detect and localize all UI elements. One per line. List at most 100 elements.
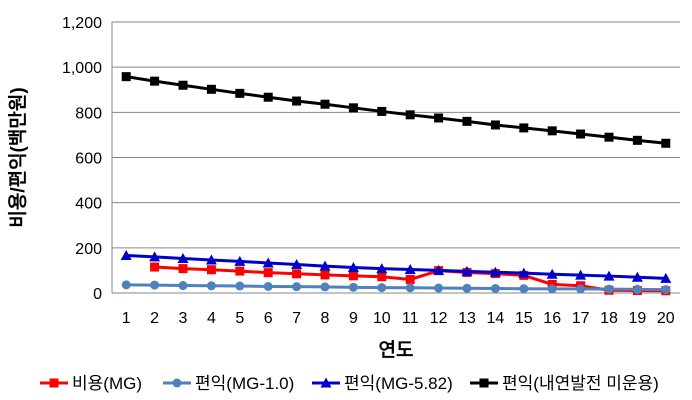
data-point xyxy=(263,281,273,291)
y-axis-title: 비용/편익(백만원) xyxy=(7,87,29,227)
x-tick-label: 4 xyxy=(207,310,216,327)
data-point xyxy=(49,378,59,388)
data-point xyxy=(433,264,445,275)
data-point xyxy=(575,269,587,280)
x-tick-label: 14 xyxy=(487,310,505,327)
data-point xyxy=(319,260,331,271)
x-tick-label: 17 xyxy=(572,310,590,327)
data-point xyxy=(661,138,671,148)
data-point xyxy=(178,264,188,274)
data-point xyxy=(291,259,303,270)
data-point xyxy=(235,281,245,291)
series-line xyxy=(126,254,666,280)
data-point xyxy=(631,271,643,282)
data-point xyxy=(547,126,557,136)
data-point xyxy=(235,266,245,276)
data-point xyxy=(462,283,472,293)
gridlines xyxy=(112,21,680,249)
x-tick-label: 2 xyxy=(150,310,159,327)
data-point xyxy=(490,283,500,293)
data-point xyxy=(576,284,586,294)
data-point xyxy=(178,80,188,90)
x-tick-label: 3 xyxy=(179,310,188,327)
x-tick-label: 9 xyxy=(349,310,358,327)
data-point xyxy=(661,285,671,295)
data-point xyxy=(604,132,614,142)
data-point xyxy=(547,279,557,289)
data-point xyxy=(462,116,472,126)
data-point xyxy=(377,106,387,116)
data-point xyxy=(121,72,131,82)
data-point xyxy=(121,280,131,290)
legend-label: 비용(MG) xyxy=(72,374,142,393)
data-point xyxy=(479,378,489,388)
x-tick-label: 20 xyxy=(657,310,675,327)
series-line xyxy=(126,283,666,292)
data-point xyxy=(320,282,330,292)
data-point xyxy=(234,255,246,266)
data-point xyxy=(120,250,132,261)
data-point xyxy=(348,282,358,292)
data-point xyxy=(376,263,388,274)
data-point xyxy=(206,265,216,275)
data-point xyxy=(320,377,332,388)
x-tick-label: 5 xyxy=(235,310,244,327)
x-tick-labels: 1 2 3 4 5 6 7 8 9 10 11 12 13 14 15 16 17 18 19 20 xyxy=(122,310,675,327)
legend-item: 비용(MG) xyxy=(40,374,142,393)
x-axis-title: 연도 xyxy=(379,339,414,361)
data-point xyxy=(320,99,330,109)
data-point xyxy=(177,252,189,263)
x-tick-label: 8 xyxy=(321,310,330,327)
data-point xyxy=(404,264,416,275)
data-point xyxy=(461,265,473,276)
series-3 xyxy=(120,250,672,283)
data-point xyxy=(603,270,615,281)
series-4 xyxy=(121,72,671,148)
legend-item: 편익(MG-1.0) xyxy=(163,374,294,393)
data-point xyxy=(149,251,161,262)
series-group xyxy=(120,72,672,296)
data-point xyxy=(546,268,558,279)
data-point xyxy=(519,123,529,133)
data-point xyxy=(206,84,216,94)
data-point xyxy=(263,92,273,102)
y-tick-label: 200 xyxy=(75,241,102,258)
x-tick-label: 10 xyxy=(373,310,391,327)
data-point xyxy=(660,272,672,283)
legend-label: 편익(MG-1.0) xyxy=(195,374,294,393)
data-point xyxy=(150,76,160,86)
data-point xyxy=(150,280,160,290)
data-point xyxy=(292,96,302,106)
x-tick-label: 18 xyxy=(600,310,618,327)
data-point xyxy=(150,262,160,272)
legend-item: 편익(MG-5.82) xyxy=(312,374,453,393)
y-tick-label: 400 xyxy=(75,196,102,213)
data-point xyxy=(178,281,188,291)
data-point xyxy=(519,284,529,294)
data-point xyxy=(348,271,358,281)
data-point xyxy=(377,283,387,293)
data-point xyxy=(292,269,302,279)
data-point xyxy=(547,284,557,294)
x-tick-label: 11 xyxy=(402,310,419,327)
y-tick-label: 0 xyxy=(93,286,102,303)
data-point xyxy=(434,113,444,123)
data-point xyxy=(604,284,614,294)
data-point xyxy=(205,254,217,265)
data-point xyxy=(206,281,216,291)
data-point xyxy=(518,267,530,278)
legend: 비용(MG) 편익(MG-1.0) 편익(MG-5.82) 편익(내연발전 미운용) xyxy=(40,374,659,393)
data-point xyxy=(377,272,387,282)
x-tick-label: 16 xyxy=(543,310,561,327)
data-point xyxy=(434,283,444,293)
x-tick-label: 12 xyxy=(430,310,448,327)
y-tick-label: 1,200 xyxy=(62,15,102,32)
y-tick-label: 600 xyxy=(75,151,102,168)
x-tick-label: 7 xyxy=(292,310,301,327)
axes xyxy=(111,22,680,294)
x-tick-label: 15 xyxy=(515,310,533,327)
series-2 xyxy=(121,280,671,295)
y-tick-labels: 0 200 400 600 800 1,000 1,200 xyxy=(62,15,102,303)
data-point xyxy=(263,268,273,278)
x-tick-label: 19 xyxy=(629,310,647,327)
